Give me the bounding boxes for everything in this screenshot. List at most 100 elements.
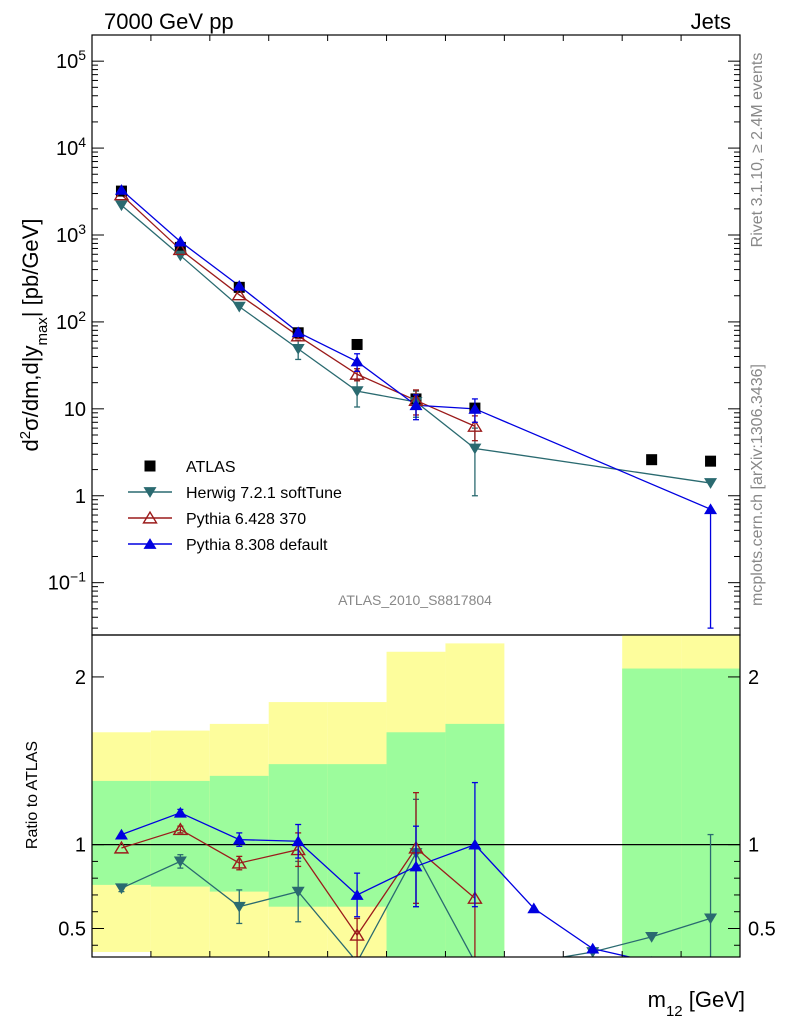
- ratio-frame: [91, 634, 741, 958]
- tick-base: 10: [56, 138, 78, 160]
- main-pythia8-point: [704, 503, 718, 515]
- main-pythia8-point: [114, 184, 128, 195]
- main-y-tick-label: 10−1: [48, 569, 86, 595]
- ratio-pythia8-point: [468, 838, 482, 850]
- ratio-herwig-point: [527, 957, 540, 968]
- ylabel-end: | [pb/GeV]: [18, 219, 43, 318]
- main-y-tick-label: 1: [75, 486, 86, 508]
- main-herwig-line: [121, 204, 711, 484]
- main-y-tick-label: 103: [56, 221, 86, 247]
- ratio-pythia8-point: [527, 902, 541, 914]
- main-herwig-point: [704, 478, 718, 489]
- main-pythia6-point: [467, 419, 483, 432]
- main-y-tick-label: 102: [56, 308, 86, 334]
- legend-pythia8-label: Pythia 8.308 default: [186, 537, 328, 554]
- ratio-pythia8-point: [651, 956, 653, 957]
- ratio-y-axis-label: Ratio to ATLAS: [24, 741, 41, 849]
- main-pythia6-point: [349, 367, 365, 380]
- legend-data-marker: [144, 460, 156, 472]
- main-y-axis-label: d2σ/dm,d|ymax| [pb/GeV]: [17, 219, 51, 452]
- ratio-y-tick-label-left: 1: [75, 835, 86, 857]
- header-energy-label: 7000 GeV pp: [104, 9, 234, 34]
- main-data-point: [705, 455, 717, 467]
- ylabel-sub: max: [34, 317, 51, 346]
- ratio-herwig-point: [232, 901, 246, 913]
- main-pythia6-line: [121, 194, 476, 427]
- legend-pythia6-marker: [142, 510, 158, 524]
- ratio-herwig-point: [291, 886, 305, 898]
- tick-base: 10: [56, 225, 78, 247]
- ratio-pythia8-point: [350, 889, 364, 900]
- legend-pythia6-label: Pythia 6.428 370: [186, 511, 306, 528]
- legend: ATLAS Herwig 7.2.1 softTune Pythia 6.428 3…: [128, 459, 342, 554]
- main-data-point: [351, 338, 363, 350]
- xlabel-base: m: [648, 987, 666, 1012]
- ratio-herwig-point: [468, 957, 481, 968]
- rivet-version-label: Rivet 3.1.10, ≥ 2.4M events: [749, 53, 766, 248]
- x-axis-label: m12 [GeV]: [648, 987, 745, 1020]
- ratio-pythia8-point: [173, 806, 187, 818]
- ratio-y-tick-label-right: 0.5: [748, 918, 776, 940]
- legend-data-label: ATLAS: [186, 459, 236, 476]
- main-pythia8-line: [121, 189, 711, 510]
- main-herwig-point: [468, 443, 482, 455]
- tick-base: 10: [48, 573, 70, 595]
- ratio-band-inner: [622, 668, 682, 957]
- main-y-tick-label: 10: [64, 399, 86, 421]
- ratio-axes: 2 2 1 1 0.5 0.5: [58, 634, 776, 958]
- ratio-y-tick-label-left: 2: [75, 667, 86, 689]
- tick-exponent: −1: [70, 569, 86, 585]
- main-pythia8-point: [173, 235, 187, 247]
- main-y-tick-label: 104: [56, 134, 86, 160]
- ratio-pythia8-point: [586, 942, 600, 954]
- tick-base: 10: [56, 51, 78, 73]
- tick-exponent: 5: [78, 47, 86, 63]
- tick-exponent: 3: [78, 221, 86, 237]
- legend-herwig-label: Herwig 7.2.1 softTune: [186, 485, 342, 502]
- main-pythia8-point: [409, 399, 423, 411]
- tick-base: 10: [56, 312, 78, 334]
- ylabel-d: d: [18, 439, 43, 451]
- ylabel-sup: 2: [17, 431, 34, 439]
- tick-exponent: 4: [78, 134, 86, 150]
- ratio-y-tick-label-right: 2: [748, 667, 759, 689]
- ratio-pythia8-point: [232, 833, 246, 845]
- ratio-herwig-point: [351, 957, 364, 968]
- ratio-herwig-point: [704, 913, 718, 925]
- main-pythia6-point: [231, 287, 248, 301]
- tick-base: 10: [64, 399, 86, 421]
- ratio-herwig-point: [114, 883, 128, 895]
- main-data-point: [174, 241, 186, 253]
- ratio-pythia6-point: [349, 927, 365, 941]
- main-herwig-point: [114, 200, 128, 212]
- ratio-pythia6-point: [172, 822, 189, 836]
- ratio-pythia8-point: [114, 828, 128, 840]
- ratio-pythia8-point: [409, 860, 423, 872]
- ratio-series-markers: [113, 781, 718, 968]
- ratio-y-tick-label-right: 1: [748, 835, 759, 857]
- main-data-point: [646, 454, 658, 466]
- main-pythia8-point: [468, 402, 482, 414]
- ratio-herwig-point: [173, 856, 187, 868]
- main-herwig-point: [173, 250, 187, 262]
- tick-base: 1: [75, 486, 86, 508]
- mcplots-reference-label: mcplots.cern.ch [arXiv:1306.3436]: [749, 364, 766, 606]
- tick-exponent: 2: [78, 308, 86, 324]
- legend-herwig-marker: [143, 487, 157, 498]
- main-herwig-point: [291, 343, 305, 355]
- ratio-pythia6-point: [113, 840, 130, 854]
- main-y-tick-label: 105: [56, 47, 86, 73]
- main-series-markers: [113, 184, 718, 629]
- main-herwig-point: [350, 386, 364, 397]
- ratio-pythia6-point: [231, 855, 248, 869]
- ratio-y-tick-label-left: 0.5: [58, 918, 86, 940]
- header-process-label: Jets: [691, 9, 731, 34]
- ratio-pythia8-point: [291, 835, 305, 847]
- main-pythia8-point: [350, 355, 364, 367]
- main-pythia6-point: [172, 242, 189, 256]
- ratio-herwig-point: [645, 932, 659, 943]
- main-pythia8-point: [291, 326, 305, 338]
- legend-pythia8-marker: [143, 538, 157, 549]
- analysis-id-label: ATLAS_2010_S8817804: [338, 592, 492, 608]
